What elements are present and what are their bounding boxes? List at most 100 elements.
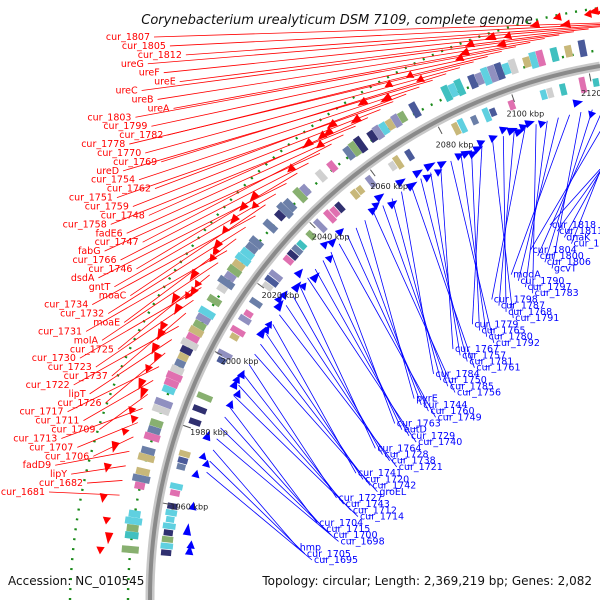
forward-gene-label: cur_1782	[119, 130, 163, 141]
feature-block	[124, 516, 143, 526]
reverse-gene-arrow	[537, 120, 547, 129]
reverse-gene-label: cur_1712	[353, 505, 397, 516]
feature-block	[507, 58, 519, 75]
forward-leader-line	[55, 450, 130, 466]
forward-gene-arrow	[145, 363, 154, 373]
reverse-gene-label: hmp	[300, 543, 321, 554]
forward-gene-arrow	[239, 201, 249, 212]
reverse-leader-line	[391, 198, 442, 381]
reverse-gene-label: cur_1704	[319, 518, 363, 529]
forward-leader-line	[79, 287, 202, 359]
forward-gene-label: cur_1706	[45, 451, 89, 462]
reverse-gene-arrow	[371, 202, 380, 211]
reverse-gene-arrow	[367, 206, 378, 216]
reverse-leader-line	[220, 427, 332, 536]
forward-leader-line	[110, 125, 356, 225]
feature-block	[453, 78, 467, 97]
forward-leader-line	[141, 34, 560, 91]
reverse-gene-arrow	[488, 135, 498, 143]
feature-block	[177, 351, 190, 363]
forward-leader-line	[135, 46, 517, 118]
scale-tick-label: 2000 kbp	[221, 357, 259, 366]
forward-leader-line	[107, 226, 246, 314]
reverse-gene-arrow	[261, 325, 270, 335]
forward-gene-arrow	[138, 377, 147, 390]
reverse-gene-arrow	[472, 146, 483, 155]
feature-block	[440, 84, 454, 103]
reverse-gene-arrow	[422, 174, 433, 183]
forward-gene-label: cur_1707	[29, 442, 73, 453]
forward-leader-line	[136, 172, 298, 270]
forward-gene-label: cur_1725	[70, 344, 114, 355]
feature-block	[276, 201, 294, 220]
forward-leader-line	[114, 193, 277, 288]
reverse-gene-arrow	[232, 389, 241, 399]
feature-block	[467, 73, 479, 90]
forward-gene-label: molA	[74, 335, 99, 346]
forward-gene-label: cur_1711	[35, 416, 79, 427]
feature-block	[165, 508, 178, 517]
reverse-leader-line	[254, 353, 378, 493]
forward-leader-line	[93, 436, 134, 457]
feature-block	[326, 159, 339, 174]
feature-block	[180, 337, 200, 352]
reverse-gene-label: cur_1714	[360, 512, 404, 523]
feature-block	[160, 549, 172, 557]
forward-leader-line	[153, 22, 600, 38]
feature-block	[216, 282, 229, 295]
forward-leader-line	[154, 93, 407, 190]
feature-block	[264, 274, 280, 288]
feature-block	[162, 522, 176, 530]
reverse-gene-label: cur_1792	[496, 338, 540, 349]
reverse-leader-line	[502, 136, 507, 312]
feature-block	[282, 254, 295, 266]
forward-gene-label: cur_1717	[19, 407, 63, 418]
reverse-gene-label: cur_1811	[559, 226, 600, 237]
reverse-leader-line	[224, 416, 325, 530]
reverse-gene-label: cur_1721	[399, 462, 443, 473]
reverse-leader-line	[525, 120, 548, 288]
feature-block	[163, 377, 180, 390]
forward-gene-label: cur_1682	[39, 478, 83, 489]
scale-tick	[214, 351, 223, 356]
reverse-gene-label: cur_1765	[482, 325, 526, 336]
forward-gene-arrow	[384, 79, 394, 88]
reverse-gene-label: dnaK	[566, 232, 591, 243]
forward-gene-label: cur_1807	[106, 32, 150, 43]
reverse-leader-line	[260, 343, 371, 486]
feature-block	[349, 188, 361, 201]
forward-leader-line	[169, 24, 600, 47]
feature-block	[488, 107, 498, 118]
forward-gene-label: cur_1730	[32, 353, 76, 364]
reverse-gene-arrow	[373, 193, 385, 203]
forward-gene-label: cur_1778	[81, 139, 125, 150]
scale-tick-label: 1980 kbp	[190, 428, 228, 437]
forward-gene-label: ureG	[121, 59, 144, 70]
feature-block	[239, 246, 256, 261]
feature-block	[147, 424, 162, 436]
reverse-gene-label: groEL	[379, 487, 407, 498]
forward-leader-line	[148, 117, 369, 216]
reverse-gene-arrow	[198, 452, 207, 461]
feature-block	[404, 148, 416, 162]
feature-block	[188, 417, 202, 427]
forward-gene-arrow	[189, 268, 200, 281]
feature-block	[296, 239, 308, 251]
feature-block	[137, 452, 156, 464]
feature-block	[450, 121, 462, 136]
forward-leader-line	[87, 480, 123, 484]
feature-block	[231, 258, 246, 272]
reverse-gene-label: cur_1764	[377, 443, 421, 454]
feature-block	[262, 218, 279, 234]
scale-tick	[309, 221, 316, 229]
feature-block	[192, 319, 208, 332]
reverse-gene-label: cur_1744	[423, 400, 467, 411]
feature-block	[273, 209, 287, 222]
forward-leader-line	[95, 299, 194, 368]
reverse-gene-arrow	[273, 299, 284, 312]
forward-leader-line	[157, 38, 545, 100]
feature-block	[192, 404, 208, 415]
reverse-gene-arrow	[236, 369, 245, 380]
reverse-leader-line	[440, 166, 454, 350]
reverse-gene-arrow	[433, 169, 443, 177]
